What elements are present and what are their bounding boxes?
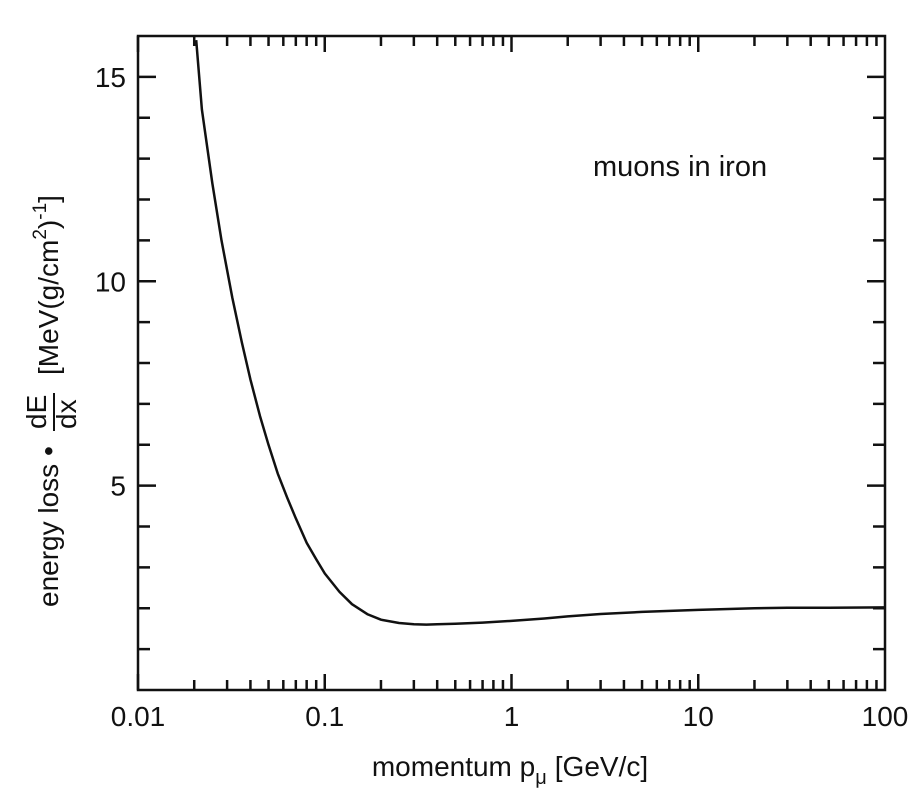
tick-marks bbox=[136, 36, 885, 690]
x-tick-label: 0.1 bbox=[305, 701, 344, 732]
y-tick-label: 5 bbox=[110, 471, 126, 502]
y-axis-label-fraction-numerator: dE bbox=[21, 395, 52, 429]
x-axis-label: momentum pμ [GeV/c] bbox=[372, 751, 648, 789]
x-tick-label: 0.01 bbox=[111, 701, 166, 732]
x-tick-label: 10 bbox=[683, 701, 714, 732]
x-tick-label: 1 bbox=[504, 701, 520, 732]
y-tick-label: 10 bbox=[95, 266, 126, 297]
x-axis-label-unit: [GeV/c] bbox=[555, 751, 648, 782]
plot-frame bbox=[136, 34, 887, 692]
y-axis-label-prefix: energy loss • bbox=[33, 446, 64, 607]
series-line-energy-loss bbox=[194, 39, 886, 626]
y-axis-label-unit: [MeV(g/cm2)-1] bbox=[30, 195, 64, 375]
y-tick-label: 15 bbox=[95, 62, 126, 93]
x-tick-label: 100 bbox=[862, 701, 909, 732]
x-axis-label-main: momentum p bbox=[372, 751, 535, 782]
y-axis-label: energy loss • dE dx [MeV(g/cm2)-1] bbox=[21, 195, 82, 607]
x-axis-label-subscript: μ bbox=[535, 767, 547, 789]
annotation-muons-in-iron: muons in iron bbox=[593, 151, 767, 183]
y-axis-label-fraction-denominator: dx bbox=[51, 399, 82, 429]
tick-labels: 0.01 0.1 1 10 100 5 10 15 bbox=[95, 62, 909, 732]
